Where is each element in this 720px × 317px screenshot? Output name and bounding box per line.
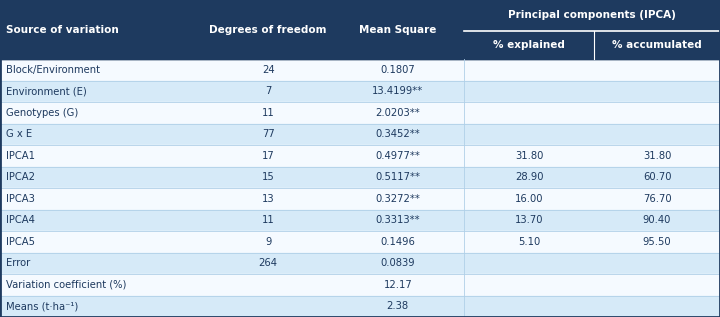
Text: Genotypes (G): Genotypes (G): [6, 108, 78, 118]
Bar: [0, 81, 720, 102]
Text: Block/Environment: Block/Environment: [6, 65, 100, 75]
Text: % explained: % explained: [493, 40, 565, 50]
Text: G x E: G x E: [6, 129, 32, 139]
Text: 11: 11: [262, 215, 274, 225]
Text: 90.40: 90.40: [643, 215, 671, 225]
Text: 0.3313**: 0.3313**: [376, 215, 420, 225]
Bar: [0, 124, 720, 145]
Text: IPCA1: IPCA1: [6, 151, 35, 161]
Text: 95.50: 95.50: [643, 237, 671, 247]
Bar: [0, 59, 720, 81]
Bar: [0, 166, 720, 188]
Text: 16.00: 16.00: [515, 194, 544, 204]
Bar: [0, 188, 720, 210]
Text: Principal components (IPCA): Principal components (IPCA): [508, 10, 676, 20]
Text: 2.0203**: 2.0203**: [375, 108, 420, 118]
Bar: [464, 0, 720, 31]
Text: Error: Error: [6, 258, 30, 268]
Text: Variation coefficient (%): Variation coefficient (%): [6, 280, 127, 290]
Text: % accumulated: % accumulated: [612, 40, 702, 50]
Text: 15: 15: [262, 172, 274, 182]
Bar: [0, 145, 720, 166]
Text: 60.70: 60.70: [643, 172, 671, 182]
Text: IPCA5: IPCA5: [6, 237, 35, 247]
Text: Source of variation: Source of variation: [6, 24, 119, 35]
Bar: [0, 253, 720, 274]
Text: 0.5117**: 0.5117**: [375, 172, 420, 182]
Text: 5.10: 5.10: [518, 237, 540, 247]
Text: 7: 7: [265, 86, 271, 96]
Text: 13: 13: [262, 194, 274, 204]
Text: 77: 77: [262, 129, 274, 139]
Text: 13.70: 13.70: [515, 215, 544, 225]
Bar: [0, 210, 720, 231]
Text: 13.4199**: 13.4199**: [372, 86, 423, 96]
Bar: [0, 274, 720, 295]
Text: IPCA4: IPCA4: [6, 215, 35, 225]
Text: 264: 264: [258, 258, 278, 268]
Text: 11: 11: [262, 108, 274, 118]
Text: 0.1807: 0.1807: [380, 65, 415, 75]
Text: 0.3452**: 0.3452**: [375, 129, 420, 139]
Text: 0.3272**: 0.3272**: [375, 194, 420, 204]
Text: 28.90: 28.90: [515, 172, 544, 182]
Text: 0.0839: 0.0839: [380, 258, 415, 268]
Text: Degrees of freedom: Degrees of freedom: [210, 24, 327, 35]
Text: IPCA3: IPCA3: [6, 194, 35, 204]
Bar: [464, 31, 720, 59]
Text: 17: 17: [262, 151, 274, 161]
Text: Means (t·ha⁻¹): Means (t·ha⁻¹): [6, 301, 78, 311]
Text: 0.1496: 0.1496: [380, 237, 415, 247]
Text: 2.38: 2.38: [387, 301, 409, 311]
Bar: [0, 0, 464, 59]
Bar: [0, 295, 720, 317]
Text: Mean Square: Mean Square: [359, 24, 436, 35]
Text: Environment (E): Environment (E): [6, 86, 86, 96]
Text: 12.17: 12.17: [384, 280, 412, 290]
Text: 0.4977**: 0.4977**: [375, 151, 420, 161]
Bar: [0, 102, 720, 124]
Text: IPCA2: IPCA2: [6, 172, 35, 182]
Text: 9: 9: [265, 237, 271, 247]
Bar: [0, 231, 720, 253]
Text: 31.80: 31.80: [643, 151, 671, 161]
Text: 24: 24: [262, 65, 274, 75]
Text: 31.80: 31.80: [515, 151, 544, 161]
Text: 76.70: 76.70: [643, 194, 671, 204]
